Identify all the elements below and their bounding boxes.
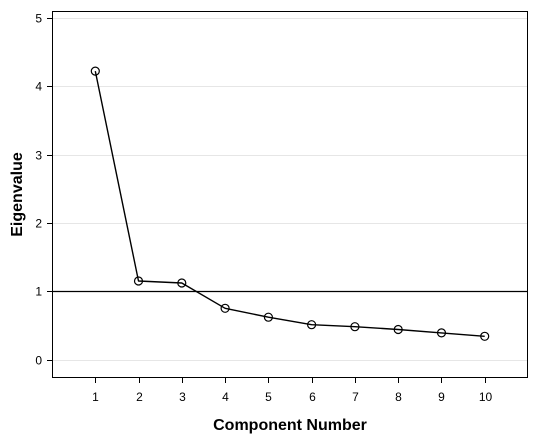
x-tick-label-9: 10 xyxy=(479,390,493,404)
series-eigenvalue xyxy=(90,66,490,341)
plot-area-frame xyxy=(52,11,528,378)
data-point-2 xyxy=(133,276,144,286)
data-point-8 xyxy=(393,324,403,335)
data-point-5 xyxy=(263,312,273,322)
data-point-3 xyxy=(177,278,187,288)
y-tick-label-4: 4 xyxy=(35,80,42,94)
x-tick-label-6: 7 xyxy=(352,390,359,404)
data-point-9 xyxy=(436,328,447,338)
y-tick-label-0: 0 xyxy=(35,354,42,368)
y-tick-label-1: 1 xyxy=(35,285,42,299)
x-tick-label-1: 2 xyxy=(136,390,143,404)
series-line-0 xyxy=(94,70,485,337)
x-tick-label-3: 4 xyxy=(222,390,229,404)
y-axis-title: Eigenvalue xyxy=(9,152,26,237)
y-axis: 0 1 2 3 4 5 xyxy=(35,12,52,368)
x-tick-label-5: 6 xyxy=(309,390,316,404)
x-tick-label-2: 3 xyxy=(179,390,186,404)
x-axis: 1 2 3 4 5 6 7 8 9 10 xyxy=(92,378,492,404)
x-axis-title: Component Number xyxy=(213,417,367,434)
data-point-10 xyxy=(480,331,490,341)
y-tick-label-5: 5 xyxy=(35,12,42,26)
y-tick-label-2: 2 xyxy=(35,217,42,231)
data-point-7 xyxy=(350,322,360,332)
data-point-1 xyxy=(90,66,100,76)
x-tick-label-7: 8 xyxy=(395,390,402,404)
x-tick-label-4: 5 xyxy=(265,390,272,404)
y-tick-label-3: 3 xyxy=(35,149,42,163)
data-point-6 xyxy=(307,320,317,330)
x-tick-label-0: 1 xyxy=(92,390,99,404)
data-point-4 xyxy=(220,303,230,313)
x-tick-label-8: 9 xyxy=(438,390,445,404)
